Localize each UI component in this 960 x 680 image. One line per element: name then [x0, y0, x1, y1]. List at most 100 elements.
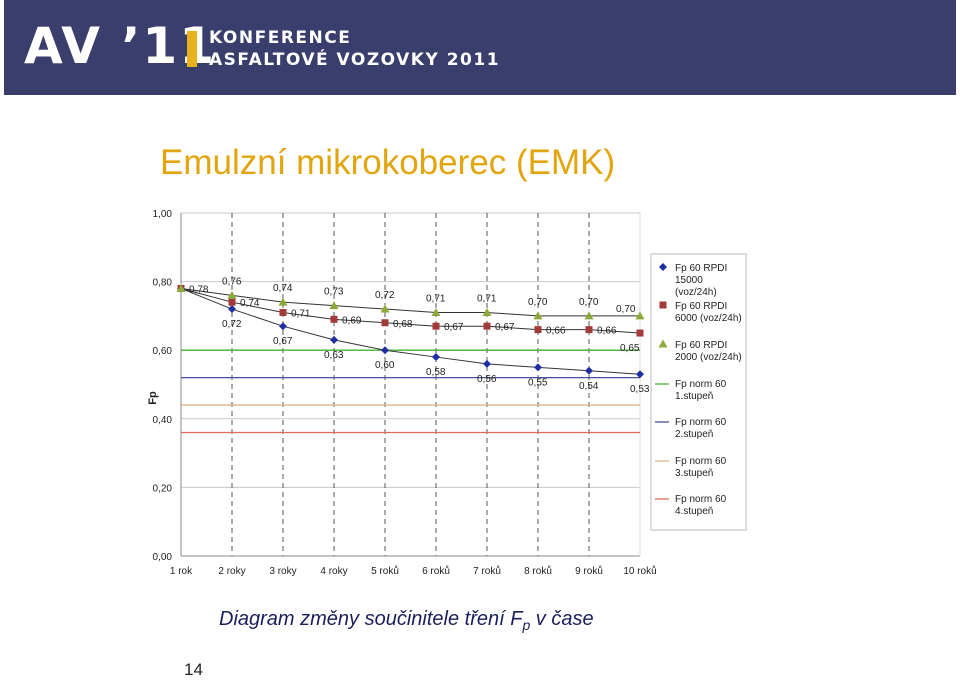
data-point-square — [585, 326, 593, 334]
legend-label: Fp norm 60 — [675, 417, 727, 428]
page-number: 14 — [184, 660, 203, 679]
data-label: 0,60 — [375, 360, 395, 371]
data-point-square — [432, 322, 440, 330]
data-point-square — [636, 329, 644, 337]
data-point-square — [483, 322, 491, 330]
legend-label: (voz/24h) — [675, 287, 717, 298]
data-label: 0,55 — [528, 377, 548, 388]
x-tick-label: 1 rok — [170, 566, 193, 577]
x-tick-label: 5 roků — [371, 565, 399, 577]
data-point-diamond — [279, 322, 287, 331]
conference-name-line2: ASFALTOVÉ VOZOVKY 2011 — [209, 50, 501, 70]
data-label: 0,53 — [630, 384, 650, 395]
data-label: 0,78 — [189, 284, 209, 295]
data-label: 0,68 — [393, 319, 413, 330]
data-point-diamond — [330, 335, 338, 344]
x-tick-label: 9 roků — [575, 565, 603, 577]
data-label: 0,67 — [273, 336, 293, 347]
data-label: 0,66 — [597, 326, 617, 337]
series-line — [180, 287, 641, 334]
data-point-diamond — [483, 359, 491, 368]
y-tick-label: 1,00 — [153, 209, 173, 220]
y-tick-label: 0,80 — [153, 278, 173, 289]
legend-label: 6000 (voz/24h) — [675, 313, 742, 324]
data-point-triangle — [584, 311, 594, 320]
legend-label: Fp norm 60 — [675, 379, 727, 390]
data-label: 0,63 — [324, 350, 344, 361]
data-label: 0,70 — [528, 297, 548, 308]
data-point-diamond — [585, 366, 593, 375]
header-banner: AV ’11 KONFERENCE ASFALTOVÉ VOZOVKY 2011 — [4, 0, 956, 95]
data-label: 0,56 — [477, 374, 497, 385]
y-tick-label: 0,40 — [153, 415, 173, 426]
data-label: 0,72 — [222, 319, 242, 330]
x-tick-label: 6 roků — [422, 565, 450, 577]
legend-label: Fp 60 RPDI — [675, 263, 727, 274]
data-point-square — [228, 298, 236, 306]
data-point-square — [330, 315, 338, 323]
x-tick-label: 7 roků — [473, 565, 501, 577]
data-point-triangle — [658, 339, 668, 348]
data-point-diamond — [534, 363, 542, 372]
legend-label: 15000 — [675, 275, 703, 286]
data-point-triangle — [482, 307, 492, 316]
y-tick-label: 0,00 — [153, 552, 173, 563]
legend-label: Fp 60 RPDI — [675, 301, 727, 312]
x-tick-label: 2 roky — [218, 566, 245, 577]
data-label: 0,74 — [273, 283, 293, 294]
legend-label: 1.stupeň — [675, 391, 713, 402]
data-point-triangle — [329, 301, 339, 310]
data-point-diamond — [636, 370, 644, 379]
data-point-square — [381, 319, 389, 327]
data-label: 0,71 — [291, 308, 311, 319]
data-point-triangle — [227, 290, 237, 299]
legend-label: 3.stupeň — [675, 468, 713, 479]
data-label: 0,73 — [324, 287, 344, 298]
y-tick-label: 0,60 — [153, 346, 173, 357]
data-label: 0,71 — [426, 293, 446, 304]
series-line — [180, 287, 640, 317]
data-label: 0,70 — [616, 304, 636, 315]
slide-title: Emulzní mikrokoberec (EMK) — [160, 143, 616, 182]
data-label: 0,76 — [222, 276, 242, 287]
y-axis-label: Fp — [147, 391, 159, 405]
caption-end: v čase — [530, 608, 594, 630]
data-label: 0,58 — [426, 367, 446, 378]
data-point-diamond — [659, 263, 667, 271]
data-label: 0,71 — [477, 293, 497, 304]
legend-box — [650, 253, 747, 531]
legend-label: Fp norm 60 — [675, 456, 727, 467]
series-line — [180, 287, 641, 375]
data-label: 0,72 — [375, 290, 395, 301]
conference-logo-text: AV ’11 — [24, 17, 216, 75]
data-label: 0,66 — [546, 326, 566, 337]
data-point-diamond — [228, 305, 236, 314]
data-label: 0,69 — [342, 315, 362, 326]
data-point-square — [279, 308, 287, 316]
data-point-triangle — [380, 304, 390, 313]
caption-subscript: p — [522, 617, 531, 633]
y-tick-label: 0,20 — [153, 483, 173, 494]
x-tick-label: 10 roků — [623, 565, 656, 577]
data-label: 0,54 — [579, 381, 599, 392]
data-point-triangle — [635, 311, 645, 320]
data-point-diamond — [432, 353, 440, 362]
data-label: 0,65 — [620, 343, 640, 354]
legend-label: 4.stupeň — [675, 506, 713, 517]
legend-label: 2.stupeň — [675, 429, 713, 440]
legend-label: Fp norm 60 — [675, 494, 727, 505]
data-label: 0,67 — [444, 322, 464, 333]
data-point-diamond — [381, 346, 389, 355]
logo-accent-bar — [187, 31, 197, 67]
data-label: 0,70 — [579, 297, 599, 308]
legend-label: 2000 (voz/24h) — [675, 352, 742, 363]
data-point-triangle — [176, 283, 186, 292]
data-point-square — [534, 326, 542, 334]
x-tick-label: 4 roky — [320, 566, 347, 577]
data-point-triangle — [278, 297, 288, 306]
data-label: 0,74 — [240, 298, 260, 309]
data-point-triangle — [533, 311, 543, 320]
data-label: 0,67 — [495, 322, 515, 333]
data-point-triangle — [431, 307, 441, 316]
